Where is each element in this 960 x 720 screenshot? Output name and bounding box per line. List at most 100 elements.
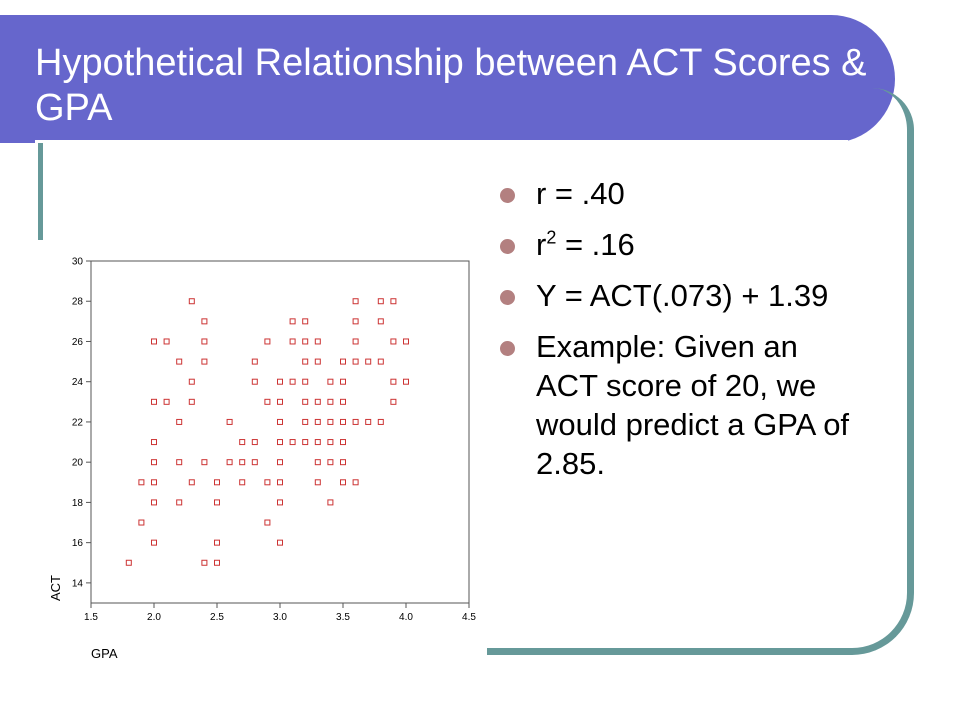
data-point [239,459,246,466]
y-tick-label: 20 [72,458,84,469]
data-point [251,358,258,365]
data-point [352,338,359,345]
data-point [327,439,334,446]
data-point [251,439,258,446]
bullet-example: Example: Given an ACT score of 20, we wo… [497,327,862,483]
y-axis-label: ACT [48,575,63,601]
data-point [151,398,157,405]
x-tick-label: 1.5 [84,612,98,623]
data-point [125,559,132,566]
y-tick-label: 26 [72,337,84,348]
data-point [314,418,321,425]
y-tick-label: 18 [72,498,84,509]
data-point [277,398,283,405]
title-underline [35,140,848,144]
bullet-list: r = .40 r2 = .16 Y = ACT(.073) + 1.39 Ex… [497,174,862,495]
data-point [251,459,258,466]
x-tick-label: 3.5 [336,612,350,623]
data-point [251,378,258,385]
data-point [302,318,309,325]
data-point [377,418,384,425]
data-point [352,418,359,425]
data-point [277,539,283,546]
data-point [277,439,283,446]
y-tick-label: 14 [72,578,84,589]
data-point [314,439,321,446]
data-point [390,398,397,405]
data-point [352,298,359,305]
x-tick-label: 3.0 [273,612,287,623]
data-point [365,418,372,425]
data-point [214,499,220,506]
data-point [403,378,409,385]
data-point [226,459,233,466]
data-point [403,338,409,345]
data-point [314,338,321,345]
data-point [163,398,170,405]
data-point [239,479,246,486]
x-tick-label: 4.0 [399,612,413,623]
bullet-correlation: r = .40 [497,174,862,213]
data-point [340,398,346,405]
data-point [176,499,183,506]
data-point [151,459,157,466]
data-point [151,439,157,446]
data-point [314,479,321,486]
data-point [151,479,157,486]
data-point [277,378,283,385]
bullet-r-squared: r2 = .16 [497,225,862,264]
data-point [314,398,321,405]
bullet-text: r = .40 [536,176,625,211]
data-point [138,479,145,486]
data-point [264,398,271,405]
data-point [264,338,271,345]
data-point [302,439,309,446]
bullet-dot-icon [500,341,515,356]
bullet-dot-icon [500,290,515,305]
data-point [390,378,397,385]
data-point [138,519,145,526]
data-point [188,378,195,385]
data-point [302,358,309,365]
bullet-dot-icon [500,239,515,254]
data-points [125,298,409,566]
data-point [176,418,183,425]
data-point [151,338,157,345]
data-point [340,459,346,466]
data-point [302,418,309,425]
data-point [314,358,321,365]
data-point [226,418,233,425]
data-point [188,479,195,486]
data-point [340,418,346,425]
data-point [289,378,296,385]
bullet-dot-icon [500,188,515,203]
data-point [151,539,157,546]
data-point [289,318,296,325]
data-point [277,459,283,466]
data-point [289,439,296,446]
x-tick-label: 2.5 [210,612,224,623]
content-frame [487,88,914,655]
data-point [327,499,334,506]
bullet-base: r [536,227,547,262]
bullet-text: = .16 [556,227,635,262]
data-point [340,479,346,486]
data-point [289,338,296,345]
x-tick-label: 2.0 [147,612,161,623]
data-point [264,479,271,486]
data-point [151,499,157,506]
data-point [201,459,208,466]
data-point [214,539,220,546]
data-point [302,378,309,385]
x-axis-label: GPA [91,646,118,661]
data-point [340,378,346,385]
y-tick-label: 28 [72,297,84,308]
data-point [377,358,384,365]
data-point [352,358,359,365]
data-point [277,418,283,425]
data-point [327,378,334,385]
data-point [340,358,346,365]
data-point [201,338,208,345]
data-point [327,418,334,425]
data-point [314,459,321,466]
